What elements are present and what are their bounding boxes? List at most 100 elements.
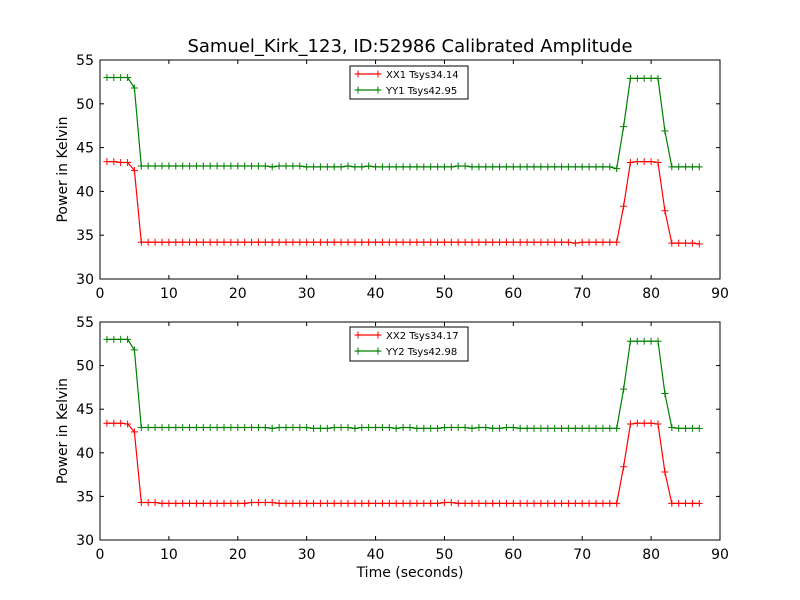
- data-point: [523, 499, 531, 507]
- data-point: [516, 499, 524, 507]
- data-point: [682, 424, 690, 432]
- data-point: [392, 499, 400, 507]
- data-point: [337, 424, 345, 431]
- data-point: [571, 163, 579, 171]
- data-point: [227, 499, 235, 507]
- legend-marker: [374, 331, 382, 339]
- data-point: [640, 419, 648, 427]
- data-point: [199, 162, 207, 170]
- data-point: [585, 499, 593, 507]
- data-point: [323, 499, 331, 507]
- data-point: [206, 238, 214, 246]
- data-point: [454, 238, 462, 246]
- y-tick-label: 45: [76, 141, 94, 157]
- data-point: [606, 499, 614, 507]
- data-point: [234, 238, 242, 246]
- data-point: [620, 202, 628, 210]
- data-point: [440, 238, 448, 246]
- data-point: [558, 238, 566, 246]
- data-point: [544, 499, 552, 507]
- data-point: [330, 499, 338, 507]
- data-point: [695, 163, 703, 171]
- data-point: [344, 499, 352, 507]
- data-point: [199, 424, 207, 431]
- x-tick-label: 10: [160, 547, 178, 563]
- legend-marker: [354, 70, 362, 78]
- x-tick-label: 0: [96, 286, 105, 302]
- data-point: [303, 499, 311, 507]
- x-tick-label: 30: [298, 547, 316, 563]
- data-point: [227, 238, 235, 246]
- y-tick-label: 30: [76, 533, 94, 549]
- data-point: [220, 499, 228, 507]
- legend-label: XX1 Tsys34.14: [386, 70, 459, 81]
- data-point: [675, 163, 683, 171]
- data-point: [523, 424, 531, 432]
- data-point: [406, 424, 414, 431]
- data-point: [447, 163, 455, 171]
- data-point: [213, 424, 221, 431]
- data-point: [158, 424, 166, 431]
- data-point: [268, 424, 276, 432]
- data-point: [688, 499, 696, 507]
- data-point: [316, 499, 324, 507]
- data-point: [144, 238, 152, 246]
- data-point: [413, 424, 421, 432]
- data-point: [289, 162, 297, 170]
- data-point: [468, 424, 476, 432]
- data-point: [372, 238, 380, 246]
- data-point: [261, 499, 269, 506]
- data-point: [654, 420, 662, 428]
- data-point: [124, 420, 132, 428]
- data-point: [585, 163, 593, 171]
- legend-marker: [374, 86, 382, 94]
- plot-frame: [99, 321, 721, 541]
- data-point: [626, 74, 634, 82]
- data-point: [530, 163, 538, 171]
- data-point: [564, 499, 572, 507]
- data-point: [592, 424, 600, 432]
- data-point: [186, 499, 194, 507]
- data-point: [192, 238, 200, 246]
- data-point: [496, 238, 504, 246]
- x-tick-label: 80: [642, 547, 660, 563]
- data-point: [606, 163, 614, 171]
- data-point: [158, 499, 166, 507]
- data-point: [172, 238, 180, 246]
- data-point: [365, 162, 373, 170]
- data-point: [537, 499, 545, 507]
- data-point: [599, 238, 607, 246]
- x-tick-label: 90: [711, 547, 729, 563]
- legend-marker: [374, 70, 382, 78]
- data-point: [399, 499, 407, 507]
- x-tick-label: 90: [711, 286, 729, 302]
- data-point: [571, 239, 579, 247]
- data-point: [489, 238, 497, 246]
- data-point: [482, 163, 490, 171]
- data-point: [137, 424, 145, 431]
- data-point: [378, 424, 386, 431]
- data-point: [206, 424, 214, 431]
- data-point: [434, 163, 442, 171]
- data-point: [406, 163, 414, 171]
- data-point: [489, 499, 497, 507]
- data-point: [633, 419, 641, 427]
- top-chart: 0 10 20 30 40 50 60 70 80 90 30 35 40 45 50 55 Power in …: [55, 53, 729, 302]
- x-tick-label: 60: [504, 547, 522, 563]
- data-point: [241, 499, 249, 507]
- legend-marker: [354, 86, 362, 94]
- data-point: [620, 123, 628, 131]
- data-point: [530, 238, 538, 246]
- data-point: [440, 424, 448, 431]
- series-line-xx: [106, 161, 700, 245]
- data-point: [268, 238, 276, 246]
- plot-frame: [99, 59, 721, 280]
- data-point: [661, 468, 669, 476]
- data-point: [530, 424, 538, 432]
- series-line-xx: [106, 422, 700, 504]
- data-point: [378, 163, 386, 171]
- data-point: [103, 74, 111, 81]
- data-point: [633, 158, 641, 166]
- data-point: [344, 162, 352, 170]
- data-point: [296, 424, 304, 431]
